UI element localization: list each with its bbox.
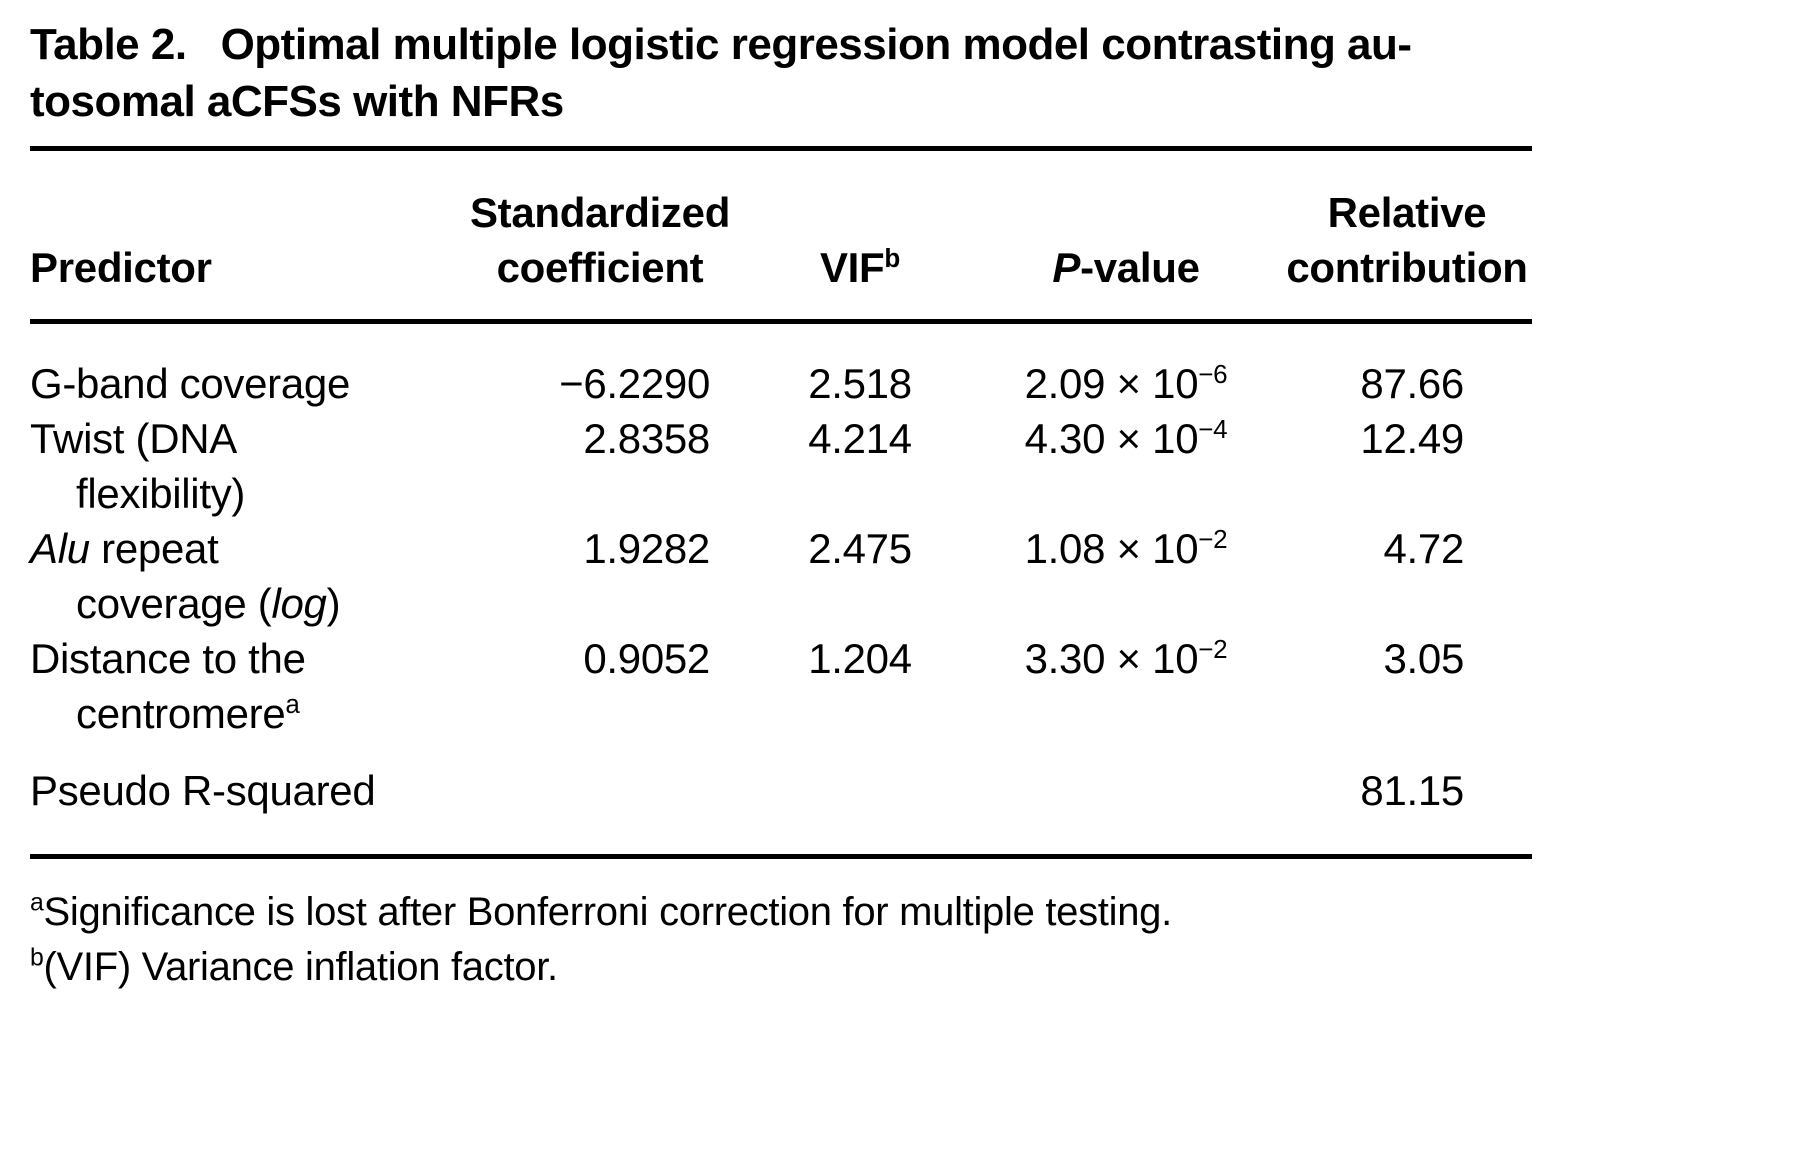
vif-value: 1.204	[808, 635, 912, 682]
pvalue-cell: 1.08 × 10−2	[970, 521, 1282, 576]
predictor-line2-pre: coverage (	[76, 580, 272, 627]
relative-contribution-value: 3.05	[1383, 635, 1464, 682]
header-coef-line1: Standardized	[469, 189, 731, 236]
table-caption-part1: Optimal multiple logistic regression mod…	[220, 20, 1412, 69]
predictor-line1: Pseudo R-squared	[30, 767, 376, 814]
table-header-row: Predictor Standardized coefficient VIFb …	[30, 151, 1532, 319]
coefficient-value: 0.9052	[583, 635, 710, 682]
predictor-line1: G-band coverage	[30, 360, 351, 407]
predictor-line2-post: )	[326, 580, 341, 627]
footnote-a-marker: a	[30, 889, 44, 917]
relative-contribution-value: 87.66	[1360, 360, 1464, 407]
predictor-cell: Distance to the centromerea	[30, 631, 450, 741]
predictor-line1: Distance to the	[30, 635, 306, 682]
table-rule-top	[30, 146, 1532, 151]
header-predictor: Predictor	[30, 244, 212, 291]
table-body: G-band coverage −6.2290 2.518 2.09 × 10−…	[30, 324, 1532, 854]
relative-contribution-value: 4.72	[1383, 525, 1464, 572]
relative-contribution-value: 81.15	[1360, 767, 1464, 814]
predictor-line2: flexibility)	[76, 470, 246, 517]
predictor-line2: centromerea	[30, 686, 450, 741]
header-coef-line2: coefficient	[496, 244, 704, 291]
table-title-line1: Table 2. Optimal multiple logistic regres…	[30, 16, 1532, 73]
header-relative-contribution: Relative contribution	[1282, 185, 1532, 295]
footnote-b-marker: b	[30, 944, 44, 972]
predictor-line2-italic: log	[271, 580, 327, 627]
predictor-line1: Twist (DNA	[30, 415, 238, 462]
pvalue-exponent: −2	[1198, 634, 1228, 664]
table-rule-header	[30, 319, 1532, 324]
predictor-cell: Alu repeat coverage (log)	[30, 521, 450, 631]
footnote-b-text: (VIF) Variance inflation factor.	[43, 945, 559, 989]
pvalue-base: 4.30 × 10	[1024, 415, 1199, 462]
footnote-b: b(VIF) Variance inflation factor.	[30, 940, 1532, 995]
header-rel-line1: Relative	[1327, 189, 1487, 236]
predictor-italic: Alu	[30, 525, 90, 572]
predictor-line1: Alu repeat	[30, 521, 450, 576]
table-row: Pseudo R-squared 81.15	[30, 763, 1532, 818]
predictor-rest: repeat	[89, 525, 219, 572]
pvalue-cell: 3.30 × 10−2	[970, 631, 1282, 686]
header-pvalue-rest: -value	[1080, 244, 1200, 291]
pvalue-exponent: −2	[1198, 524, 1228, 554]
table-number: Table 2.	[30, 20, 187, 69]
pvalue-exponent: −6	[1198, 359, 1228, 389]
table-row: Alu repeat coverage (log) 1.9282 2.475 1…	[30, 521, 1532, 631]
vif-value: 4.214	[808, 415, 912, 462]
predictor-cell: G-band coverage	[30, 356, 450, 411]
coefficient-value: 1.9282	[583, 525, 710, 572]
header-rel-line2: contribution	[1286, 244, 1528, 291]
predictor-footnote-marker: a	[285, 689, 300, 719]
table-row: Twist (DNA flexibility) 2.8358 4.214 4.3…	[30, 411, 1532, 521]
header-standardized-coefficient: Standardized coefficient	[450, 185, 750, 295]
pvalue-cell: 2.09 × 10−6	[970, 356, 1282, 411]
table-title-line2: tosomal aCFSs with NFRs	[30, 77, 564, 126]
relative-contribution-value: 12.49	[1360, 415, 1464, 462]
table-footnotes: aSignificance is lost after Bonferroni c…	[30, 885, 1532, 995]
footnote-a: aSignificance is lost after Bonferroni c…	[30, 885, 1532, 940]
header-vif-label: VIF	[819, 244, 885, 291]
table-row: Distance to the centromerea 0.9052 1.204…	[30, 631, 1532, 741]
header-vif: VIFb	[750, 240, 970, 295]
header-pvalue: P-value	[970, 240, 1282, 295]
predictor-line2: coverage (log)	[30, 576, 450, 631]
vif-value: 2.518	[808, 360, 912, 407]
table-title: Table 2. Optimal multiple logistic regres…	[30, 16, 1532, 130]
vif-value: 2.475	[808, 525, 912, 572]
footnote-a-text: Significance is lost after Bonferroni co…	[43, 890, 1173, 934]
predictor-line2-text: centromere	[76, 690, 286, 737]
pvalue-exponent: −4	[1198, 414, 1228, 444]
pvalue-cell: 4.30 × 10−4	[970, 411, 1282, 466]
predictor-cell: Twist (DNA flexibility)	[30, 411, 450, 521]
pvalue-base: 3.30 × 10	[1024, 635, 1199, 682]
header-pvalue-p: P	[1052, 244, 1081, 291]
pvalue-base: 1.08 × 10	[1024, 525, 1199, 572]
coefficient-value: −6.2290	[559, 360, 710, 407]
predictor-cell: Pseudo R-squared	[30, 763, 450, 818]
table-figure: Table 2. Optimal multiple logistic regres…	[30, 16, 1532, 995]
table-rule-bottom	[30, 854, 1532, 859]
coefficient-value: 2.8358	[583, 415, 710, 462]
header-vif-footnote-marker: b	[884, 243, 901, 273]
pvalue-base: 2.09 × 10	[1024, 360, 1199, 407]
table-row: G-band coverage −6.2290 2.518 2.09 × 10−…	[30, 356, 1532, 411]
